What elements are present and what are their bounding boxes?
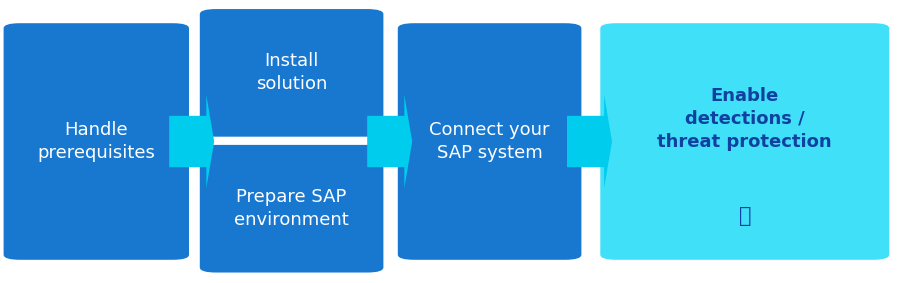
Text: Enable
detections /
threat protection: Enable detections / threat protection [657, 87, 832, 151]
Text: Connect your
SAP system: Connect your SAP system [429, 121, 550, 162]
FancyBboxPatch shape [200, 9, 383, 137]
Polygon shape [367, 95, 412, 188]
Polygon shape [567, 95, 612, 188]
FancyBboxPatch shape [4, 23, 189, 260]
Text: 🛡: 🛡 [739, 207, 752, 226]
Text: Handle
prerequisites: Handle prerequisites [38, 121, 155, 162]
FancyBboxPatch shape [200, 145, 383, 273]
FancyBboxPatch shape [600, 23, 889, 260]
Text: Install
solution: Install solution [256, 52, 328, 93]
Text: Prepare SAP
environment: Prepare SAP environment [234, 188, 349, 229]
FancyBboxPatch shape [398, 23, 581, 260]
Polygon shape [169, 95, 214, 188]
